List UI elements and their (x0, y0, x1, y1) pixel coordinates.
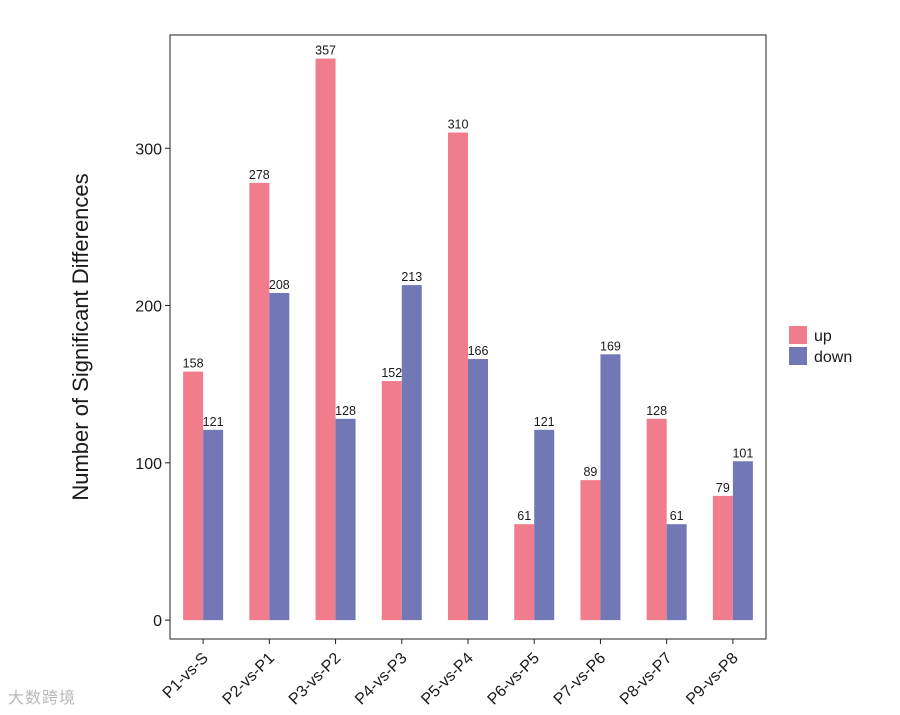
x-axis: P1-vs-S P2-vs-P1 P3-vs-P2 P4-vs-P3 P5-vs-P4 P… (160, 639, 742, 708)
bar-value-label: 128 (335, 404, 356, 418)
bar-value-label: 121 (534, 415, 555, 429)
bar-value-label: 166 (468, 344, 489, 358)
y-tick-label: 100 (135, 456, 162, 473)
bar-up (249, 182, 270, 621)
bar-up (183, 371, 204, 621)
bar-down (534, 429, 555, 621)
bar-value-label: 61 (670, 509, 684, 523)
bar-up (580, 480, 601, 621)
x-tick-label: P4-vs-P3 (352, 650, 411, 709)
legend-swatch-down (789, 347, 807, 365)
data-labels-group: 158 121 278 208 357 128 152 213 310 166 61 121 89 169… (183, 44, 754, 524)
bar-down (468, 359, 488, 621)
bar-up (646, 418, 667, 621)
bar-down (203, 429, 224, 621)
bar-down (269, 292, 290, 621)
legend-label-down: down (814, 349, 852, 366)
bar-value-label: 357 (315, 44, 336, 58)
bar-value-label: 152 (381, 366, 402, 380)
y-tick-label: 300 (135, 141, 162, 158)
bar-value-label: 101 (732, 446, 753, 460)
bar-up (381, 381, 402, 621)
bar-up (514, 524, 535, 621)
x-tick-label: P1-vs-S (160, 650, 212, 702)
x-tick-label: P5-vs-P4 (418, 650, 477, 709)
bar-up (712, 495, 733, 621)
y-tick-label: 0 (153, 613, 162, 630)
x-tick-label: P8-vs-P7 (617, 650, 676, 709)
bar-value-label: 169 (600, 339, 621, 353)
bar-value-label: 79 (716, 481, 730, 495)
bar-down (401, 285, 422, 621)
watermark: 大数跨境 (8, 688, 77, 707)
y-tick-label: 200 (135, 299, 162, 316)
x-tick-label: P2-vs-P1 (220, 650, 279, 709)
bar-up (448, 132, 468, 621)
legend-label-up: up (814, 328, 832, 345)
x-tick-label: P3-vs-P2 (286, 650, 345, 709)
bar-down (335, 418, 356, 621)
y-axis-label: Number of Significant Differences (68, 173, 93, 500)
y-axis: 0 100 200 300 (135, 141, 170, 630)
bar-value-label: 158 (183, 357, 204, 371)
bar-down (732, 461, 753, 621)
bar-value-label: 278 (249, 168, 270, 182)
bar-value-label: 89 (583, 465, 597, 479)
bar-value-label: 310 (448, 118, 469, 132)
bars-group (183, 58, 753, 621)
x-tick-label: P6-vs-P5 (485, 650, 544, 709)
bar-down (600, 354, 621, 621)
bar-value-label: 213 (401, 270, 422, 284)
bar-value-label: 128 (646, 404, 667, 418)
bar-value-label: 208 (269, 278, 290, 292)
x-tick-label: P7-vs-P6 (551, 650, 610, 709)
legend-swatch-up (789, 326, 807, 344)
bar-value-label: 61 (517, 509, 531, 523)
bar-down (666, 524, 687, 621)
x-tick-label: P9-vs-P8 (683, 650, 742, 709)
legend: up down (789, 326, 852, 366)
bar-up (315, 58, 336, 621)
bar-value-label: 121 (203, 415, 224, 429)
